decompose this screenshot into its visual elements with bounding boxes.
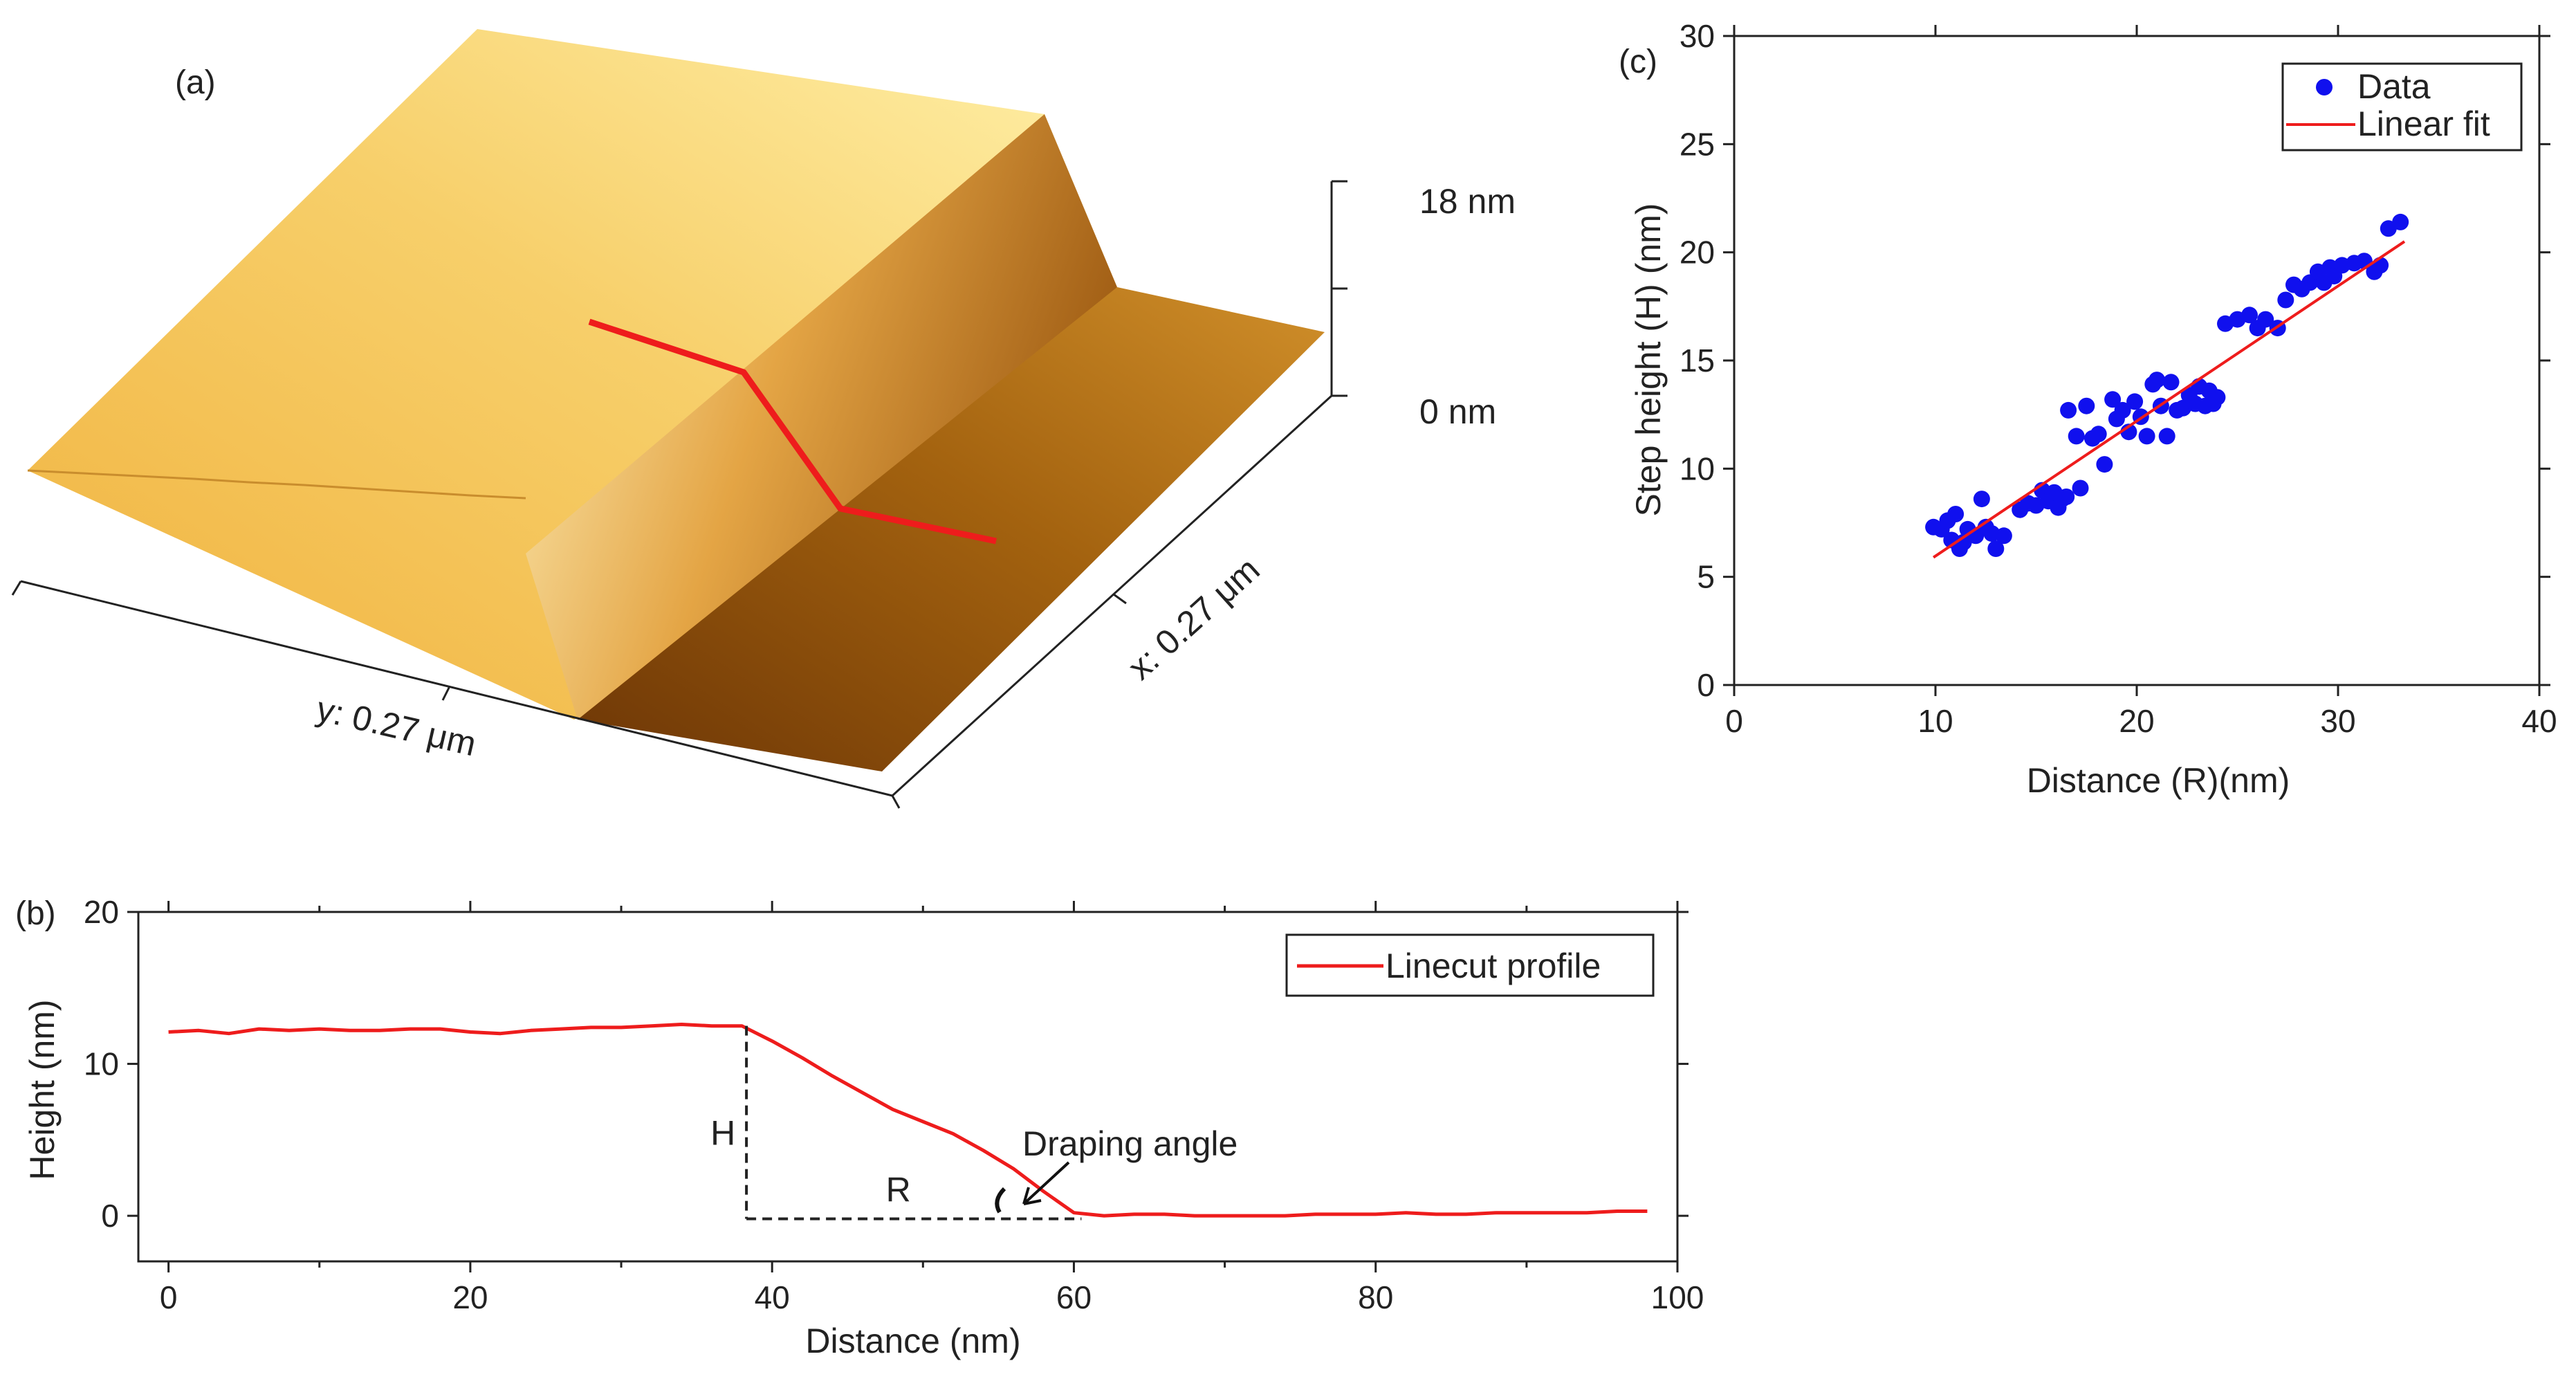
plot-c-ytick-label: 10 (1680, 450, 1715, 486)
plot-c-xtick-label: 20 (2119, 703, 2154, 739)
legend-c-box (2281, 62, 2523, 152)
legend-b: Linecut profile (1285, 933, 1655, 997)
annotation-h-label: H (710, 1113, 735, 1152)
linecut-path (588, 318, 997, 545)
scatter-point (2372, 257, 2389, 274)
scatter-point (1995, 527, 2012, 545)
plot-b-xtick-label: 40 (755, 1279, 790, 1315)
scatter-point (2090, 426, 2107, 443)
legend-c: Data Linear fit (2281, 62, 2523, 152)
panel-c-label: (c) (1619, 44, 1657, 80)
plot-b-xtick-label: 80 (1358, 1279, 1393, 1315)
panel-a-label: (a) (175, 64, 216, 101)
plot-b-xlabel: Distance (nm) (805, 1322, 1020, 1360)
scatter-point (2126, 393, 2144, 410)
plot-b-ytick-label: 10 (84, 1046, 119, 1082)
panel-c-scatter-chart: (c) 0 10 20 30 40 0 5 10 15 20 25 30 Data Linear fi… (1619, 18, 2557, 800)
scatter-point (2078, 397, 2095, 414)
plot-b-xtick-label: 60 (1056, 1279, 1092, 1315)
scatter-point (2158, 428, 2175, 445)
plot-b-xtick-label: 20 (452, 1279, 488, 1315)
legend-b-entry: Linecut profile (1386, 947, 1601, 985)
annotation-r-label: R (886, 1171, 911, 1209)
scatter-point (2241, 307, 2258, 324)
z-label-max: 18 nm (1419, 182, 1516, 221)
scatter-point (2072, 480, 2089, 497)
scatter-point (2138, 428, 2155, 445)
plot-b-ytick-label: 0 (101, 1198, 119, 1234)
scatter-point (2149, 372, 2166, 389)
plot-c-xtick-label: 40 (2521, 703, 2557, 739)
plot-c-ytick-label: 25 (1680, 126, 1715, 162)
surface-step-slope (526, 114, 1117, 720)
scatter-point (2096, 456, 2113, 473)
plot-c-ytick-label: 0 (1697, 667, 1715, 703)
surface-upper-terrace (28, 29, 1117, 720)
surface-rough-edge (27, 469, 526, 500)
plot-c-xtick-label: 10 (1917, 703, 1953, 739)
scatter-point (2058, 488, 2075, 505)
plot-c-xtick-label: 30 (2320, 703, 2355, 739)
annotation-angle-label: Draping angle (1022, 1124, 1238, 1163)
scatter-point (2060, 401, 2077, 419)
scatter-point (1987, 540, 2005, 557)
z-label-min: 0 nm (1419, 392, 1496, 431)
scatter-point (2257, 311, 2274, 328)
legend-c-data-swatch (2316, 79, 2333, 95)
legend-c-data-entry: Data (2357, 67, 2431, 106)
annotation-angle-arc (995, 1187, 1006, 1214)
plot-b-ytick-label: 20 (84, 894, 119, 930)
plot-b-ylabel: Height (nm) (23, 999, 62, 1180)
plot-c-ylabel: Step height (H) (nm) (1629, 203, 1668, 517)
series-data-points (1925, 213, 2409, 557)
plot-b-tick-labels: 0 20 40 60 80 100 0 10 20 (84, 894, 1704, 1315)
z-scale-bar (1330, 180, 1347, 397)
series-linear-fit (1932, 240, 2406, 559)
plot-c-tick-labels: 0 10 20 30 40 0 5 10 15 20 25 30 (1680, 18, 2557, 739)
plot-c-ticks (1723, 25, 2550, 696)
plot-c-xtick-label: 0 (1725, 703, 1743, 739)
plot-c-ytick-label: 30 (1680, 18, 1715, 54)
scatter-point (2392, 213, 2409, 230)
annotation-angle-arrow (1022, 1161, 1070, 1205)
scatter-point (2162, 374, 2180, 391)
scatter-point (2104, 391, 2122, 408)
plot-c-ytick-label: 20 (1680, 235, 1715, 271)
plot-c-ytick-label: 15 (1680, 343, 1715, 378)
x-axis-label: x: 0.27 μm (1121, 550, 1267, 687)
surface-base-axes (11, 394, 1333, 809)
legend-c-fit-entry: Linear fit (2357, 104, 2490, 143)
scatter-point (2114, 401, 2131, 419)
plot-b-frame (137, 911, 1679, 1263)
scatter-point (1973, 491, 1990, 508)
panel-a-surface: (a) 18 nm 0 nm y: 0.27 μm x: 0.27 μm (11, 29, 1516, 809)
scatter-point (2277, 291, 2294, 309)
y-axis-label: y: 0.27 μm (313, 689, 480, 763)
plot-c-ytick-label: 5 (1697, 559, 1715, 595)
plot-b-xtick-label: 0 (160, 1279, 178, 1315)
series-linecut-profile (168, 1023, 1648, 1218)
plot-b-xtick-label: 100 (1651, 1279, 1704, 1315)
scatter-point (2068, 428, 2085, 445)
plot-b-ticks (127, 901, 1689, 1272)
scatter-point (1947, 506, 1965, 522)
scatter-point (2209, 389, 2226, 406)
panel-b-label: (b) (15, 895, 56, 932)
plot-c-xlabel: Distance (R)(nm) (2027, 761, 2290, 800)
